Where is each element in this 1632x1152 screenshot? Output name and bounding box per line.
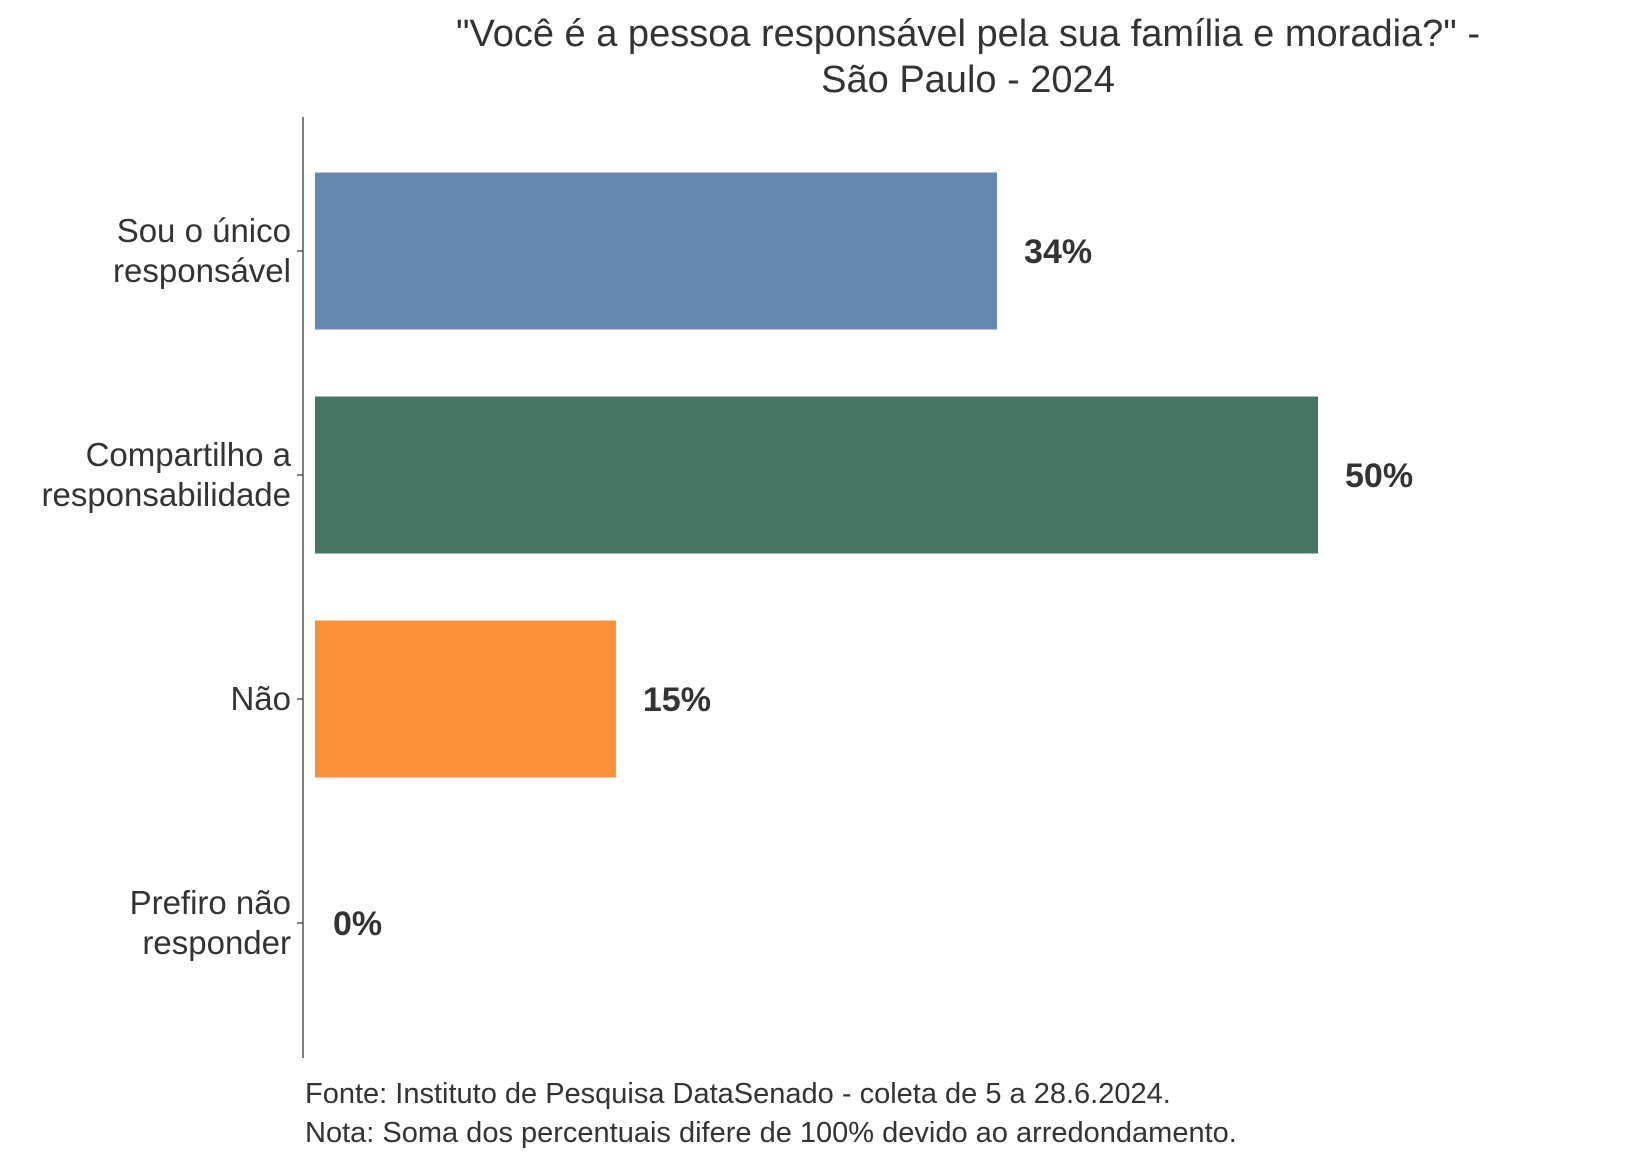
- category-label-0: Sou o único responsável: [113, 212, 291, 289]
- bar-1: [315, 396, 1318, 554]
- source-note: Fonte: Instituto de Pesquisa DataSenado …: [305, 1078, 1171, 1110]
- value-label-3: 0%: [333, 905, 382, 943]
- value-label-2: 15%: [643, 681, 711, 719]
- value-label-0: 34%: [1024, 233, 1092, 271]
- bar-2: [315, 620, 616, 778]
- category-label-2: Não: [230, 680, 291, 717]
- rounding-note: Nota: Soma dos percentuais difere de 100…: [305, 1117, 1237, 1149]
- chart-title-line-2: São Paulo - 2024: [821, 59, 1115, 101]
- category-label-3-line-0: Prefiro não: [130, 884, 291, 921]
- category-label-3: Prefiro não responder: [130, 884, 291, 961]
- category-label-3-line-1: responder: [142, 924, 291, 961]
- category-label-2-line-0: Não: [230, 680, 291, 717]
- category-label-1: Compartilho a responsabilidade: [41, 436, 291, 513]
- category-label-1-line-1: responsabilidade: [41, 476, 291, 513]
- category-label-0-line-0: Sou o único: [117, 212, 291, 249]
- chart-title-line-1: "Você é a pessoa responsável pela sua fa…: [456, 13, 1480, 55]
- bar-0: [315, 172, 998, 330]
- category-label-0-line-1: responsável: [113, 252, 291, 289]
- bars-group: 34% Sou o único responsável 50% Compartilho …: [41, 172, 1413, 961]
- category-label-1-line-0: Compartilho a: [86, 436, 292, 473]
- value-label-1: 50%: [1345, 457, 1413, 495]
